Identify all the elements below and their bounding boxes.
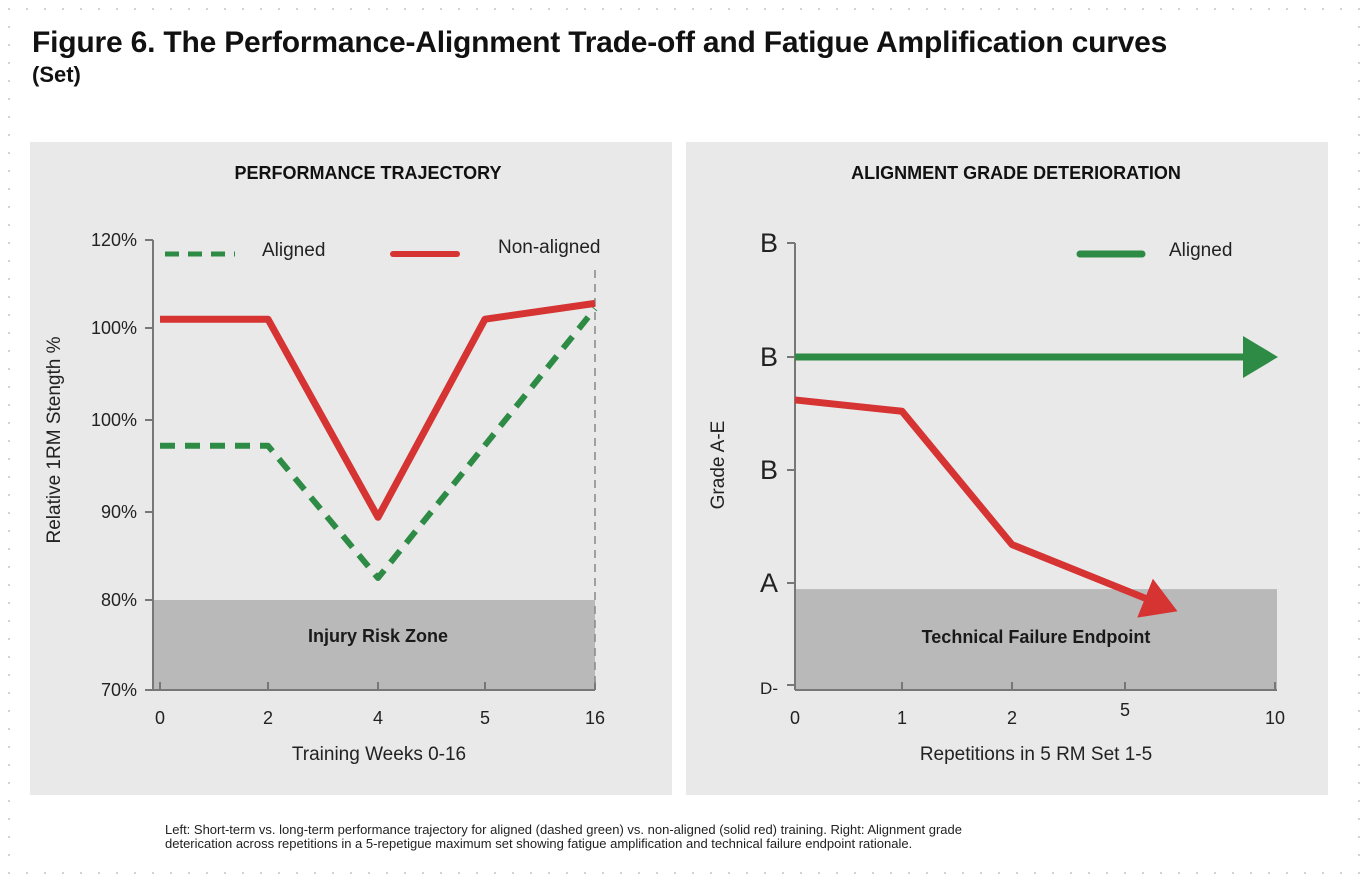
legend-aligned-label-right: Aligned xyxy=(1169,240,1232,261)
x-tick-label: 10 xyxy=(1265,708,1285,728)
left-y-axis-label: Relative 1RM Stength % xyxy=(44,336,65,543)
risk-zone-band-0 xyxy=(153,600,595,690)
right-y-axis-label: Grade A-E xyxy=(708,421,729,510)
x-tick-label: 1 xyxy=(897,708,907,728)
y-tick-label: 90% xyxy=(101,502,137,522)
x-tick-label: 5 xyxy=(480,708,490,728)
legend-non-aligned-label: Non-aligned xyxy=(498,237,600,258)
x-tick-label: 0 xyxy=(155,708,165,728)
y-tick-label: A xyxy=(760,568,778,598)
y-tick-label: D- xyxy=(760,679,778,698)
non-aligned-series-line-0 xyxy=(160,299,596,521)
technical-failure-label: Technical Failure Endpoint xyxy=(922,627,1151,647)
x-tick-label: 16 xyxy=(585,708,605,728)
caption-line-1: Left: Short-term vs. long-term performan… xyxy=(165,822,962,837)
left-chart-title: PERFORMANCE TRAJECTORY xyxy=(234,163,501,183)
legend-aligned-label: Aligned xyxy=(262,240,325,261)
x-tick-label: 2 xyxy=(263,708,273,728)
non-aligned-series-line-1 xyxy=(794,396,1178,618)
risk-zone-band-1 xyxy=(795,589,1277,690)
injury-risk-zone-label: Injury Risk Zone xyxy=(308,626,448,646)
caption-line-2: deterication across repetitions in a 5-r… xyxy=(165,836,913,851)
y-tick-label: 80% xyxy=(101,590,137,610)
figure-title: Figure 6. The Performance-Alignment Trad… xyxy=(32,26,1168,59)
right-x-axis-label: Repetitions in 5 RM Set 1-5 xyxy=(920,744,1152,765)
y-tick-label: 120% xyxy=(91,230,137,250)
y-tick-label: 100% xyxy=(91,410,137,430)
x-tick-label: 2 xyxy=(1007,708,1017,728)
x-tick-label: 0 xyxy=(790,708,800,728)
right-chart-title: ALIGNMENT GRADE DETERIORATION xyxy=(851,163,1181,183)
figure-caption: Left: Short-term vs. long-term performan… xyxy=(165,823,1225,851)
x-tick-label: 5 xyxy=(1120,700,1130,720)
y-tick-label: B xyxy=(760,228,778,258)
y-tick-label: B xyxy=(760,455,778,485)
y-tick-label: B xyxy=(760,342,778,372)
left-x-axis-label: Training Weeks 0-16 xyxy=(292,744,466,765)
x-tick-label: 4 xyxy=(373,708,383,728)
figure-subtitle: (Set) xyxy=(32,62,81,87)
y-tick-label: 70% xyxy=(101,680,137,700)
y-tick-label: 100% xyxy=(91,318,137,338)
aligned-series-line-0 xyxy=(160,306,598,581)
